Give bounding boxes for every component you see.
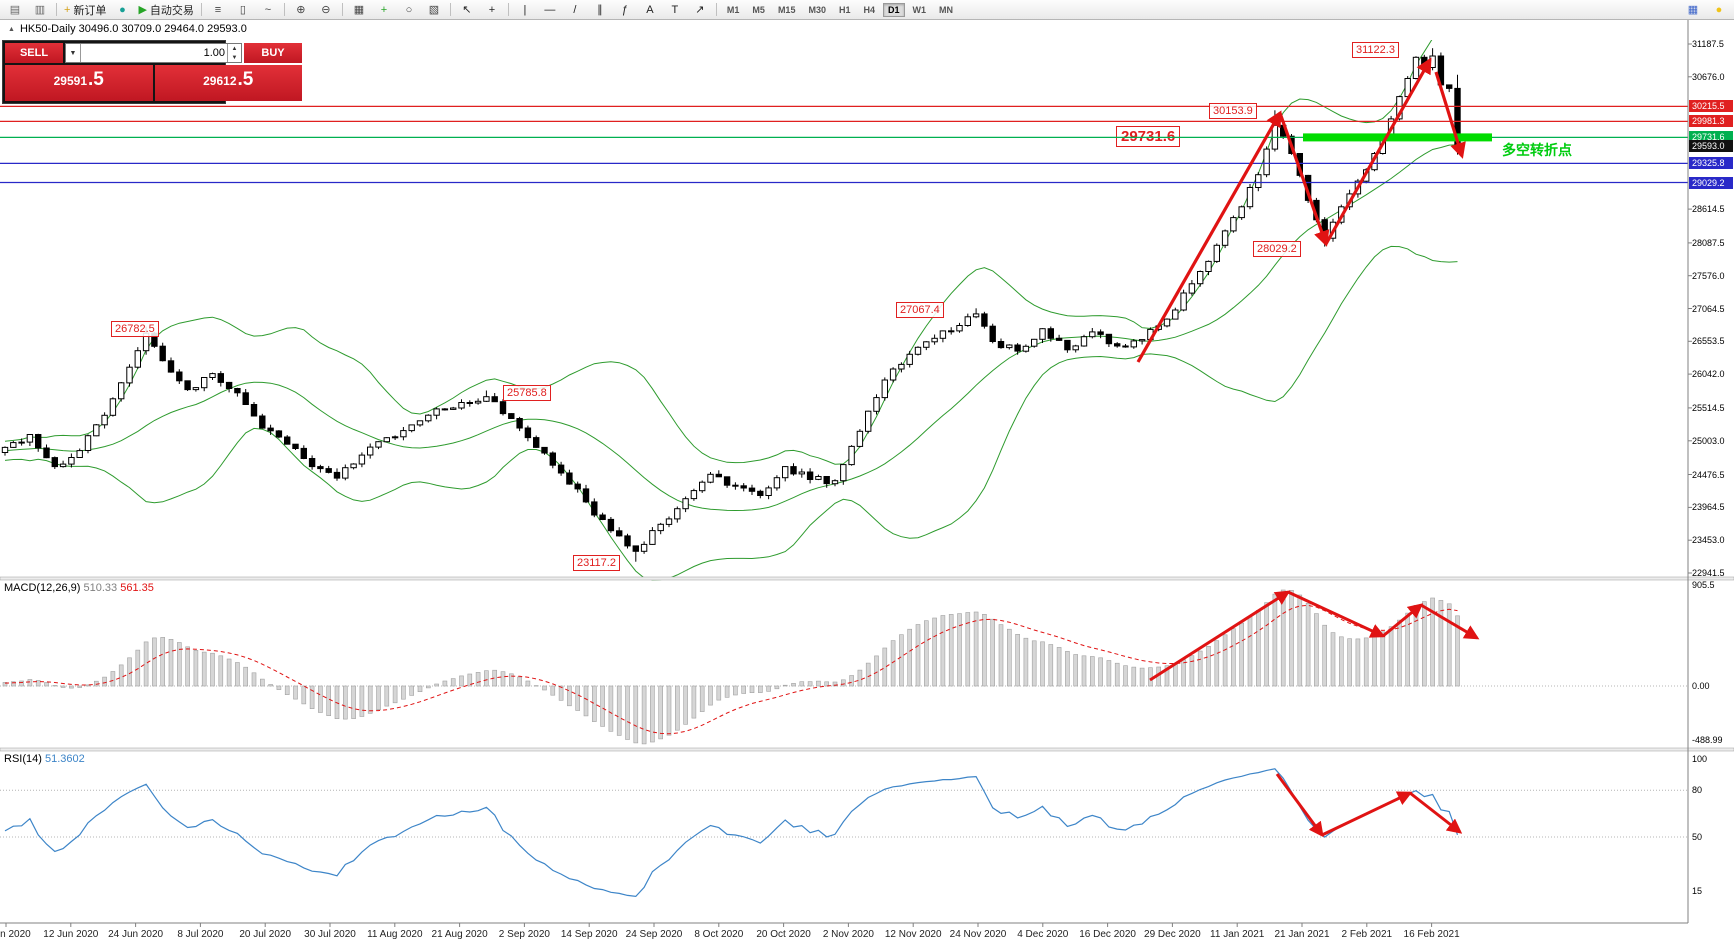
- help-icon[interactable]: ●: [1715, 3, 1723, 16]
- window-layout-icon[interactable]: ▦: [1687, 4, 1699, 16]
- symbol-marker-icon: ▲: [8, 25, 15, 33]
- trendline-icon[interactable]: /: [573, 3, 577, 16]
- rsi-trend-arrows[interactable]: [1275, 773, 1463, 838]
- macd-indicator-label: MACD(12,26,9) 510.33 561.35: [4, 582, 154, 594]
- zoom-out-icon[interactable]: ⊖: [321, 4, 331, 16]
- crosshair-icon[interactable]: +: [488, 3, 496, 16]
- toolbar-separator: [283, 3, 285, 16]
- main-toolbar: ▤ ▥ + 新订单 ● ▶ 自动交易 ≡ ▯ ~ ⊕ ⊖ ▦ + ○ ▧ ↖ + | ― / ∥ ƒ A T ↗ M1 M5 M15 M3…: [0, 0, 1734, 20]
- rsi-value: 51.3602: [44, 753, 85, 765]
- volume-stepper[interactable]: ▲ ▼: [227, 44, 241, 62]
- buy-price-frac: .5: [237, 69, 254, 90]
- chart-canvas[interactable]: [0, 20, 1734, 945]
- timeframe-m1-button[interactable]: M1: [726, 4, 740, 15]
- sell-button[interactable]: SELL: [5, 43, 63, 63]
- timeframe-mn-button[interactable]: MN: [939, 4, 954, 15]
- bar-chart-icon[interactable]: ≡: [214, 3, 222, 16]
- volume-dropdown-icon[interactable]: ▼: [66, 44, 81, 62]
- volume-input[interactable]: [81, 44, 227, 62]
- trend-arrows[interactable]: [1136, 57, 1466, 363]
- sell-price-frac: .5: [88, 69, 104, 90]
- periods-icon[interactable]: ○: [405, 3, 413, 16]
- buy-price-button[interactable]: 29612 .5: [154, 65, 302, 101]
- bollinger-bands: [4, 40, 1458, 581]
- price-annotation-major[interactable]: 29731.6: [1116, 126, 1181, 147]
- pane-separator: [0, 576, 1734, 581]
- symbol-ohlc-text: HK50-Daily 30496.0 30709.0 29464.0 29593…: [19, 23, 247, 35]
- new-order-button[interactable]: + 新订单: [64, 3, 107, 17]
- timeframe-w1-button[interactable]: W1: [912, 4, 927, 15]
- line-chart-icon[interactable]: ~: [264, 3, 272, 16]
- label-icon[interactable]: T: [671, 3, 679, 16]
- volume-control: ▼ ▲ ▼: [65, 43, 242, 63]
- volume-down-icon[interactable]: ▼: [231, 54, 238, 61]
- macd-trend-arrows[interactable]: [1149, 590, 1480, 682]
- vertical-line-icon[interactable]: |: [523, 3, 527, 16]
- timeframe-h4-button[interactable]: H4: [863, 4, 875, 15]
- candlestick-series: [1, 48, 1461, 562]
- toolbar-separator: [715, 3, 717, 16]
- sell-price-main: 29591: [53, 74, 87, 88]
- rsi-line: [4, 768, 1459, 898]
- buy-price-main: 29612: [203, 74, 237, 88]
- toolbar-separator: [341, 3, 343, 16]
- rsi-pane: [0, 768, 1688, 898]
- toolbar-separator: [200, 3, 202, 16]
- toolbar-separator: [449, 3, 451, 16]
- indicators-icon[interactable]: +: [380, 3, 388, 16]
- timeframe-m15-button[interactable]: M15: [777, 4, 796, 15]
- tile-windows-icon[interactable]: ▦: [353, 4, 365, 16]
- market-watch-icon[interactable]: ●: [119, 3, 126, 16]
- autotrading-button[interactable]: ▶ 自动交易: [138, 4, 194, 17]
- horizontal-line-icon[interactable]: ―: [544, 3, 556, 16]
- horizontal-level-lines[interactable]: [0, 105, 1688, 184]
- timeframe-d1-button[interactable]: D1: [883, 2, 905, 17]
- macd-value-main: 510.33: [83, 582, 118, 594]
- sell-price-button[interactable]: 29591 .5: [5, 65, 153, 101]
- chart-window: 31187.5 30676.0 28614.5 28087.5 27576.0 27064…: [0, 20, 1734, 945]
- macd-value-signal: 561.35: [120, 582, 154, 594]
- turning-point-zone: [1303, 133, 1492, 142]
- templates-icon[interactable]: ▧: [428, 4, 440, 16]
- fibonacci-icon[interactable]: ƒ: [621, 3, 628, 16]
- timeframe-h1-button[interactable]: H1: [838, 4, 851, 15]
- pane-separator: [0, 747, 1734, 752]
- candlestick-chart-icon[interactable]: ▯: [239, 4, 246, 16]
- macd-name: MACD(12,26,9): [4, 582, 81, 594]
- macd-pane: [0, 589, 1688, 745]
- rsi-name: RSI(14): [4, 753, 42, 765]
- turning-point-note[interactable]: 多空转折点: [1502, 142, 1572, 158]
- timeframe-m30-button[interactable]: M30: [808, 4, 826, 15]
- buy-button[interactable]: BUY: [244, 43, 302, 63]
- arrows-icon[interactable]: ↗: [695, 4, 705, 16]
- timeframe-m5-button[interactable]: M5: [752, 4, 765, 15]
- new-chart-icon[interactable]: ▤: [9, 4, 21, 16]
- cursor-icon[interactable]: ↖: [462, 4, 472, 16]
- text-icon[interactable]: A: [646, 3, 654, 16]
- chart-profiles-icon[interactable]: ▥: [34, 4, 46, 16]
- rsi-indicator-label: RSI(14) 51.3602: [4, 753, 85, 765]
- symbol-ohlc-header: ▲ HK50-Daily 30496.0 30709.0 29464.0 295…: [8, 23, 247, 35]
- trade-prices: 29591 .5 29612 .5: [5, 65, 302, 101]
- toolbar-separator: [56, 3, 57, 16]
- channel-icon[interactable]: ∥: [597, 4, 603, 16]
- macd-histogram: [2, 589, 1460, 745]
- zoom-in-icon[interactable]: ⊕: [296, 4, 306, 16]
- one-click-trade-panel: SELL ▼ ▲ ▼ BUY 29591 .5 29612 .5: [2, 40, 302, 104]
- chart-plot-area[interactable]: [0, 20, 1734, 945]
- volume-up-icon[interactable]: ▲: [231, 45, 238, 52]
- toolbar-separator: [507, 3, 509, 16]
